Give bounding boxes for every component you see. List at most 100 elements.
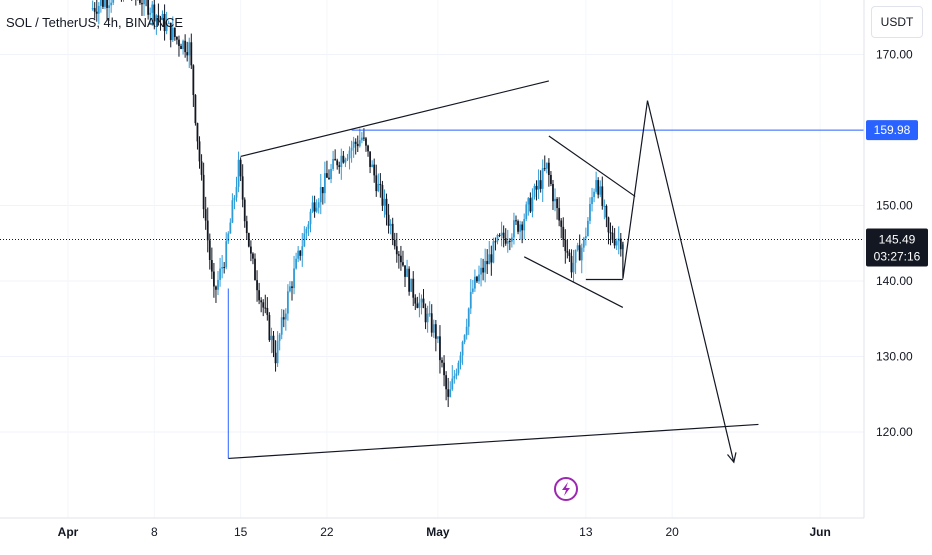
candle-body [584,236,587,239]
x-tick-label: 22 [320,525,334,539]
price-axis: 120.00 130.00 140.00 150.00 170.00 [876,48,913,440]
candle-body [258,290,261,301]
candle-body [178,39,180,46]
candle-body [235,186,238,198]
candle-body [587,220,589,237]
candle-body [443,362,445,376]
candle-body [521,224,524,231]
candle-body [397,254,400,256]
candle-body [149,12,152,15]
last-price-badge [866,228,928,267]
candle-body [550,174,552,185]
candle-body [217,279,219,290]
time-scale-background[interactable] [0,518,864,550]
candle-body [272,335,275,353]
candle-body [286,291,289,314]
candle-body [490,254,493,263]
candle-body [615,241,618,246]
candle-body [297,250,300,259]
candle-body [99,0,102,6]
candle-body [478,274,480,282]
projection-arrowhead [727,452,737,464]
candle-body [492,241,495,263]
candle-body [529,198,532,212]
candle-body [200,161,203,175]
grid [0,0,864,518]
candle-body [95,11,98,14]
candle-body [161,14,164,20]
candle-body [252,253,254,259]
candle-body [293,268,295,289]
candle-body [97,5,100,14]
candle-body [167,22,170,24]
candle-body [428,313,431,315]
candle-body [416,303,419,308]
candle-body [147,0,150,15]
candle-body [291,286,293,289]
candle-body [266,308,269,316]
candle-body [554,198,556,202]
candle-body [208,240,211,261]
candle-body [93,8,96,12]
candle-body [307,224,310,229]
candle-body [473,276,476,289]
candle-body [348,150,351,159]
candle-body [241,176,244,200]
candle-body [139,0,141,4]
candle-body [406,268,408,277]
candle-body [619,238,622,250]
candle-body [379,183,382,186]
price-badges: 159.98 145.49 03:27:16 [866,120,928,267]
candle-body [543,168,546,170]
candle-body [525,204,528,220]
candle-body [365,138,367,146]
candle-body [426,313,429,323]
candle-body [439,336,441,361]
last-price-label: 145.49 [879,233,916,247]
candle-body [289,286,291,292]
candle-body [223,266,226,268]
candle-body [449,389,452,397]
candle-body [494,241,497,243]
candle-body [367,145,369,152]
x-tick-label: 20 [665,525,679,539]
lightning-icon[interactable] [554,477,578,501]
candle-body [169,22,172,41]
candle-body [375,175,378,192]
candle-body [430,313,433,333]
candle-body [547,162,550,175]
candle-body [391,223,394,240]
candle-body [315,207,318,212]
x-tick-label: 13 [579,525,593,539]
candle-body [173,27,176,38]
candle-body [204,209,207,221]
candle-body [363,137,365,139]
candle-body [213,271,215,287]
currency-button[interactable]: USDT [871,6,923,38]
candle-body [338,165,341,168]
candle-body [605,205,608,218]
candle-body [301,246,304,256]
candle-body [373,164,376,176]
candle-body [215,286,217,290]
candle-body [595,180,598,192]
candle-body [198,141,201,162]
candle-body [603,205,606,207]
candle-body [336,160,339,166]
candle-body [541,168,544,189]
candle-body [560,220,563,227]
candle-body [165,23,168,32]
candle-body [566,251,569,253]
candle-body [414,297,417,304]
x-tick-label: 15 [234,525,248,539]
y-tick-label: 120.00 [876,425,913,439]
candle-body [311,202,314,212]
candle-body [467,308,470,327]
candle-body [482,267,485,273]
candle-body [159,17,162,20]
candle-body [110,2,113,6]
candle-body [256,280,258,291]
candle-body [176,37,178,40]
